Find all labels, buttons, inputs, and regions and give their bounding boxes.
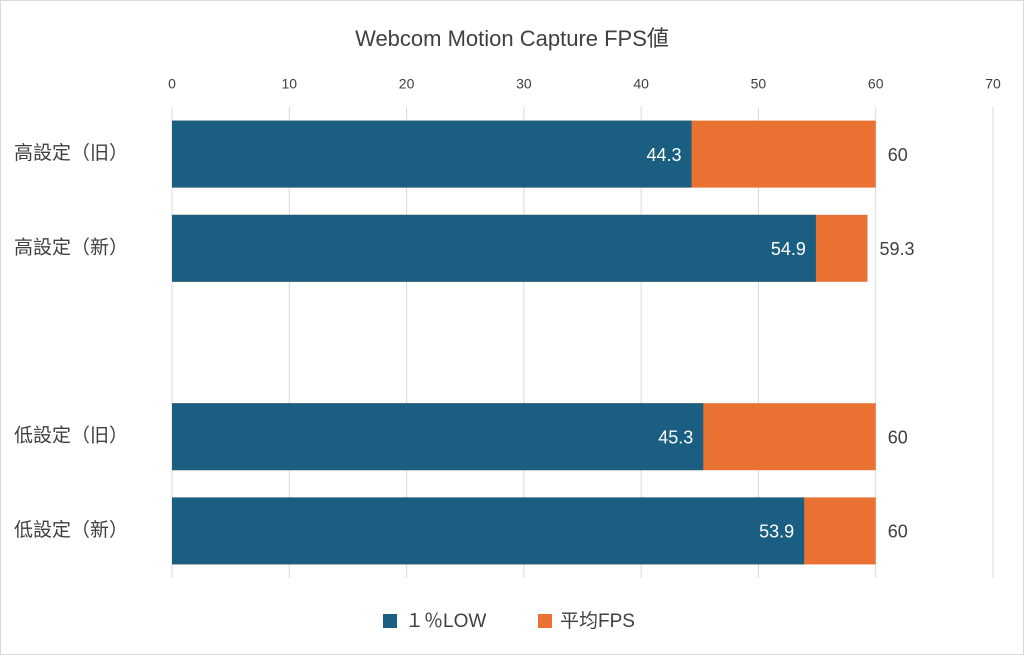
bar (172, 497, 805, 565)
legend-swatch (383, 614, 397, 628)
legend-label: 平均FPS (560, 610, 635, 632)
legend-swatch (538, 614, 552, 628)
value-label: 45.3 (658, 427, 693, 447)
x-tick-label: 50 (751, 76, 767, 92)
bar (172, 120, 692, 188)
y-tick-label: 高設定（旧） (14, 142, 128, 164)
y-tick-label: 高設定（新） (14, 236, 128, 258)
x-tick-label: 0 (168, 76, 176, 92)
value-label: 59.3 (880, 239, 915, 259)
y-tick-label: 低設定（新） (14, 519, 128, 541)
x-tick-label: 30 (516, 76, 532, 92)
x-tick-label: 60 (868, 76, 884, 92)
legend-label: １％LOW (405, 611, 486, 632)
value-label: 60 (888, 522, 908, 542)
value-label: 60 (888, 145, 908, 165)
chart-title: Webcom Motion Capture FPS値 (355, 26, 669, 51)
bar (172, 214, 816, 282)
value-label: 60 (888, 427, 908, 447)
x-tick-label: 20 (399, 76, 415, 92)
bar (172, 403, 704, 471)
x-tick-label: 40 (633, 76, 649, 92)
x-tick-label: 70 (985, 76, 1001, 92)
value-label: 53.9 (759, 522, 794, 542)
x-tick-label: 10 (281, 76, 297, 92)
value-label: 54.9 (771, 239, 806, 259)
value-label: 44.3 (647, 145, 682, 165)
y-tick-label: 低設定（旧） (14, 425, 128, 447)
